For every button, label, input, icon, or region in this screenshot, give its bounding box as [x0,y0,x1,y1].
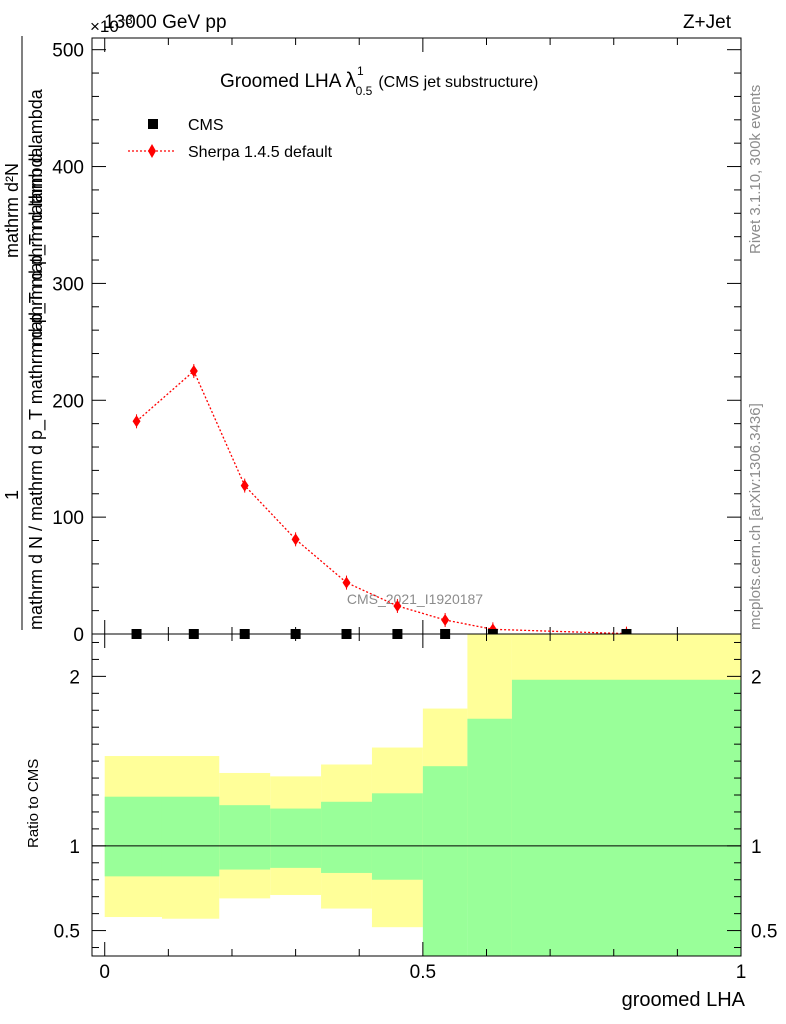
ratio-y-tick-label-left: 2 [69,667,80,688]
sherpa-line [136,369,627,635]
ratio-y-tick-label-right: 2 [751,667,762,688]
chart-title-sup: 1 [357,64,364,78]
sherpa-point [132,415,141,428]
main-y-axis: 0 100 200 300 400 500 [52,41,741,646]
ratio-x-tick-label: 1 [736,962,747,983]
sherpa-point [240,479,249,492]
ratio-x-tick-label: 0.5 [410,962,436,983]
beam-label: 13000 GeV pp [104,12,227,33]
inner-uncertainty-band [104,679,741,956]
legend-sherpa-marker [148,144,156,158]
ratio-x-tick-label: 0 [99,962,110,983]
x-axis-label: groomed LHA [622,989,746,1011]
main-y-tick-label: 100 [52,508,84,529]
ratio-x-axis: 0 0.5 1 [99,634,746,983]
chart-title: Groomed LHA λ1 0.5 (CMS jet substructure) [220,64,538,98]
main-y-label: mathrm d N / mathrm d p_T mathrm d p_T m… [2,36,47,630]
analysis-watermark: CMS_2021_I1920187 [347,591,483,607]
main-y-tick-label: 0 [73,625,84,646]
ratio-y-tick-label-right: 0.5 [751,922,777,943]
y-label-fraction-top: mathrm d²N [2,163,22,258]
legend-cms-marker [148,119,158,129]
ratio-y-axis: 0.5 0.5 1 1 2 2 [54,641,777,949]
sherpa-point [291,533,300,546]
sherpa-point [441,613,450,626]
sherpa-point [342,576,351,589]
chart-title-text: Groomed LHA [220,71,342,92]
main-y-tick-label: 200 [52,391,84,412]
inner-band-bin [270,808,322,868]
legend-cms-label: CMS [188,117,224,134]
ratio-panel: 0.5 0.51 12 2 0 0.5 1 Ratio to CMS groomed LH… [25,633,777,1011]
main-y-tick-label: 300 [52,274,84,295]
ratio-y-tick-label-right: 1 [751,837,762,858]
exponent-power: −3 [119,13,133,27]
mcplots-label: mcplots.cern.ch [arXiv:1306.3436] [747,403,764,630]
inner-band-bin [321,801,372,873]
ratio-y-label: Ratio to CMS [25,759,42,848]
inner-band-bin [467,718,512,956]
chart-title-sub: 0.5 [356,84,373,98]
ratio-y-tick-label-left: 0.5 [54,922,80,943]
main-x-axis [104,38,742,634]
y-label-numerator: 1 [2,490,22,500]
legend: CMS Sherpa 1.4.5 default [128,117,333,161]
main-y-tick-label: 500 [52,41,84,62]
y-label-denominator: mathrm d N / mathrm d p_T mathrm d p_T m… [26,147,47,630]
chart-title-symbol: λ [345,69,356,92]
inner-band-bin [511,679,741,956]
inner-band-bin [371,793,423,880]
inner-band-bin [161,796,220,877]
chart-subtitle: (CMS jet substructure) [378,74,538,91]
inner-band-bin [219,805,271,870]
legend-sherpa-label: Sherpa 1.4.5 default [188,144,333,161]
main-y-tick-label: 400 [52,158,84,179]
sherpa-point [189,365,198,378]
rivet-version-label: Rivet 3.1.10, 300k events [747,85,764,254]
sherpa-series [132,364,631,641]
ratio-y-tick-label-left: 1 [69,837,80,858]
y-label-fraction-bottom: mathrm d p_T mathrm d lambda [26,88,47,346]
sherpa-point [393,599,402,612]
exponent-base: ×10 [90,17,119,36]
process-label: Z+Jet [683,12,732,33]
inner-band-bin [422,766,468,956]
exponent-label: ×10−3 [90,13,133,36]
inner-band-bin [104,796,162,877]
